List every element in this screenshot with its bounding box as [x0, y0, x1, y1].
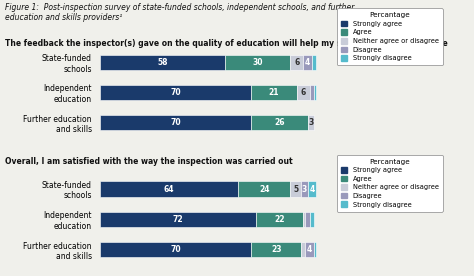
Text: The feedback the inspector(s) gave on the quality of education will help my scho: The feedback the inspector(s) gave on th… — [5, 39, 447, 48]
Bar — [301, 242, 305, 257]
Text: 70: 70 — [170, 245, 181, 254]
Text: 23: 23 — [271, 245, 282, 254]
Text: 72: 72 — [172, 215, 183, 224]
Bar — [238, 182, 290, 197]
Text: 4: 4 — [309, 185, 315, 193]
Bar — [100, 242, 251, 257]
Bar — [100, 115, 251, 131]
Bar — [290, 55, 303, 70]
Bar — [100, 85, 251, 100]
Text: 6: 6 — [294, 58, 300, 67]
Text: Overall, I am satisfied with the way the inspection was carried out: Overall, I am satisfied with the way the… — [5, 157, 292, 166]
Bar — [308, 115, 314, 131]
Bar — [305, 242, 314, 257]
Bar — [290, 182, 301, 197]
Bar — [303, 212, 305, 227]
Bar — [310, 85, 314, 100]
Text: 3: 3 — [308, 118, 313, 127]
Text: 22: 22 — [274, 215, 285, 224]
Text: 26: 26 — [274, 118, 285, 127]
Text: 58: 58 — [157, 58, 168, 67]
Bar — [100, 182, 238, 197]
Bar — [301, 182, 308, 197]
Legend: Strongly agree, Agree, Neither agree or disagree, Disagree, Strongly disagree: Strongly agree, Agree, Neither agree or … — [337, 8, 443, 65]
Text: 6: 6 — [301, 88, 306, 97]
Bar — [251, 115, 308, 131]
Bar — [308, 182, 316, 197]
Bar — [297, 85, 310, 100]
Bar — [225, 55, 290, 70]
Text: 4: 4 — [307, 245, 312, 254]
Bar — [100, 212, 255, 227]
Bar — [314, 242, 316, 257]
Text: 21: 21 — [269, 88, 279, 97]
Bar — [312, 55, 316, 70]
Bar — [251, 242, 301, 257]
Bar — [310, 212, 314, 227]
Text: 3: 3 — [301, 185, 307, 193]
Bar — [303, 55, 312, 70]
Text: Figure 1:  Post-inspection survey of state-funded schools, independent schools, : Figure 1: Post-inspection survey of stat… — [5, 3, 354, 22]
Bar — [305, 212, 310, 227]
Text: 64: 64 — [164, 185, 174, 193]
Legend: Strongly agree, Agree, Neither agree or disagree, Disagree, Strongly disagree: Strongly agree, Agree, Neither agree or … — [337, 155, 443, 212]
Text: 24: 24 — [259, 185, 270, 193]
Bar — [100, 55, 225, 70]
Bar — [314, 85, 316, 100]
Text: 4: 4 — [305, 58, 310, 67]
Bar — [251, 85, 297, 100]
Bar — [255, 212, 303, 227]
Text: 5: 5 — [293, 185, 298, 193]
Text: 70: 70 — [170, 88, 181, 97]
Text: 70: 70 — [170, 118, 181, 127]
Text: 30: 30 — [253, 58, 263, 67]
